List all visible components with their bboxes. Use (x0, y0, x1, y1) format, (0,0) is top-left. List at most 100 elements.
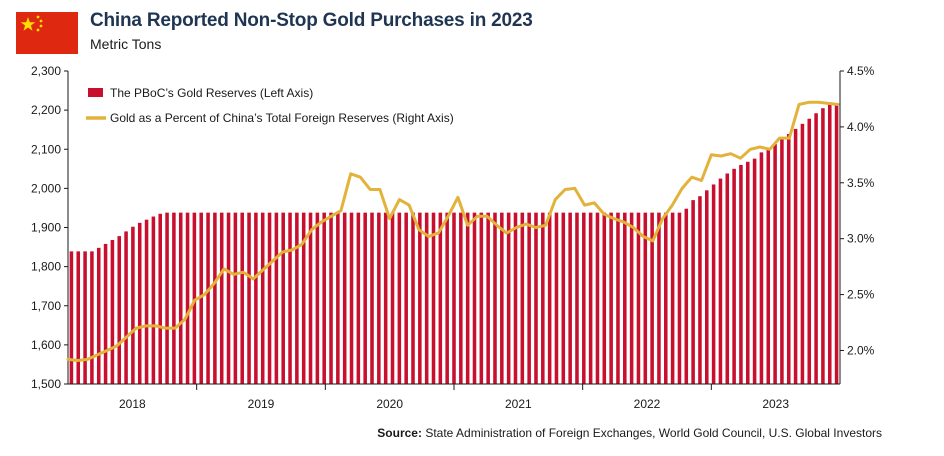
bar (206, 212, 210, 384)
source-line: Source: State Administration of Foreign … (377, 426, 882, 440)
x-tick-label: 2021 (505, 397, 532, 411)
bar (602, 212, 607, 384)
bar (233, 212, 238, 384)
y-tick-label: 1,900 (31, 221, 61, 235)
bar (616, 212, 620, 384)
bar (834, 104, 839, 384)
y-tick-label: 1,500 (31, 377, 61, 391)
y2-tick-label: 2.5% (847, 288, 875, 302)
bar (534, 212, 538, 384)
bar (90, 251, 94, 384)
bar (814, 113, 818, 384)
bar (691, 200, 695, 384)
bar (267, 212, 272, 384)
bar (329, 212, 333, 384)
bar (363, 212, 367, 384)
bar (568, 212, 572, 384)
x-tick-label: 2018 (119, 397, 146, 411)
bar (827, 104, 832, 384)
bar (506, 212, 511, 384)
bar (541, 212, 545, 384)
bar (158, 213, 162, 384)
bar (582, 212, 586, 384)
bar (404, 212, 408, 384)
bar (486, 212, 490, 384)
bar (390, 212, 395, 384)
bar (807, 118, 812, 384)
bar (459, 212, 463, 384)
bar (527, 212, 531, 384)
bar (718, 178, 723, 384)
bar (739, 164, 743, 384)
legend-bar-swatch (88, 88, 103, 97)
bar (664, 212, 668, 384)
bar (288, 212, 292, 384)
bar (657, 212, 661, 384)
bar (445, 212, 449, 384)
axes: 1,500 1,600 1,700 1,800 1,900 2,000 2,100 2,200… (31, 64, 875, 411)
bar (137, 222, 142, 384)
bar (424, 212, 429, 384)
bar (418, 212, 422, 384)
bar (96, 247, 101, 384)
bar (322, 212, 326, 384)
bar (677, 212, 682, 384)
y-tick-label: 2,300 (31, 64, 61, 78)
bar (472, 212, 477, 384)
bar (588, 212, 593, 384)
bar (254, 212, 258, 384)
bar (103, 243, 108, 384)
bar (493, 212, 497, 384)
y-tick-label: 1,700 (31, 299, 61, 313)
bar (213, 212, 217, 384)
bar (76, 251, 81, 384)
bar (124, 231, 128, 384)
bar (178, 212, 183, 384)
bar (800, 123, 805, 384)
y2-tick-label: 2.0% (847, 343, 875, 357)
chart-subtitle: Metric Tons (90, 36, 162, 52)
bar (670, 212, 675, 384)
bar (69, 251, 74, 384)
bar (356, 212, 361, 384)
legend-bar-label: The PBoC’s Gold Reserves (Left Axis) (110, 86, 313, 100)
bar (520, 212, 525, 384)
bar (151, 216, 156, 384)
bar (643, 212, 648, 384)
bar (219, 212, 224, 384)
bar (110, 240, 115, 384)
x-tick-label: 2020 (376, 397, 403, 411)
bar (226, 212, 231, 384)
bar (199, 212, 203, 384)
bar (561, 212, 566, 384)
bar (247, 212, 251, 384)
bar (185, 212, 190, 384)
bar (172, 212, 176, 384)
x-tick-label: 2023 (762, 397, 789, 411)
bar (821, 108, 825, 385)
bar (301, 212, 306, 384)
bar (315, 212, 320, 384)
bar (698, 196, 702, 384)
bar (623, 212, 627, 384)
bar (144, 219, 149, 384)
bar-series (69, 104, 839, 385)
bar (684, 208, 689, 384)
bar (83, 251, 87, 384)
legend-line-label: Gold as a Percent of China’s Total Forei… (110, 111, 454, 125)
bar (117, 236, 122, 384)
y-tick-label: 2,000 (31, 181, 61, 195)
bar (260, 212, 265, 384)
bar (411, 212, 415, 384)
bar (609, 212, 613, 384)
bar (370, 212, 374, 384)
bar (752, 158, 757, 384)
bar (295, 212, 299, 384)
bar (342, 212, 347, 384)
bar (650, 212, 654, 384)
bar (336, 212, 340, 384)
bar (629, 212, 634, 384)
source-label: Source: (377, 426, 422, 440)
bar (786, 133, 791, 384)
